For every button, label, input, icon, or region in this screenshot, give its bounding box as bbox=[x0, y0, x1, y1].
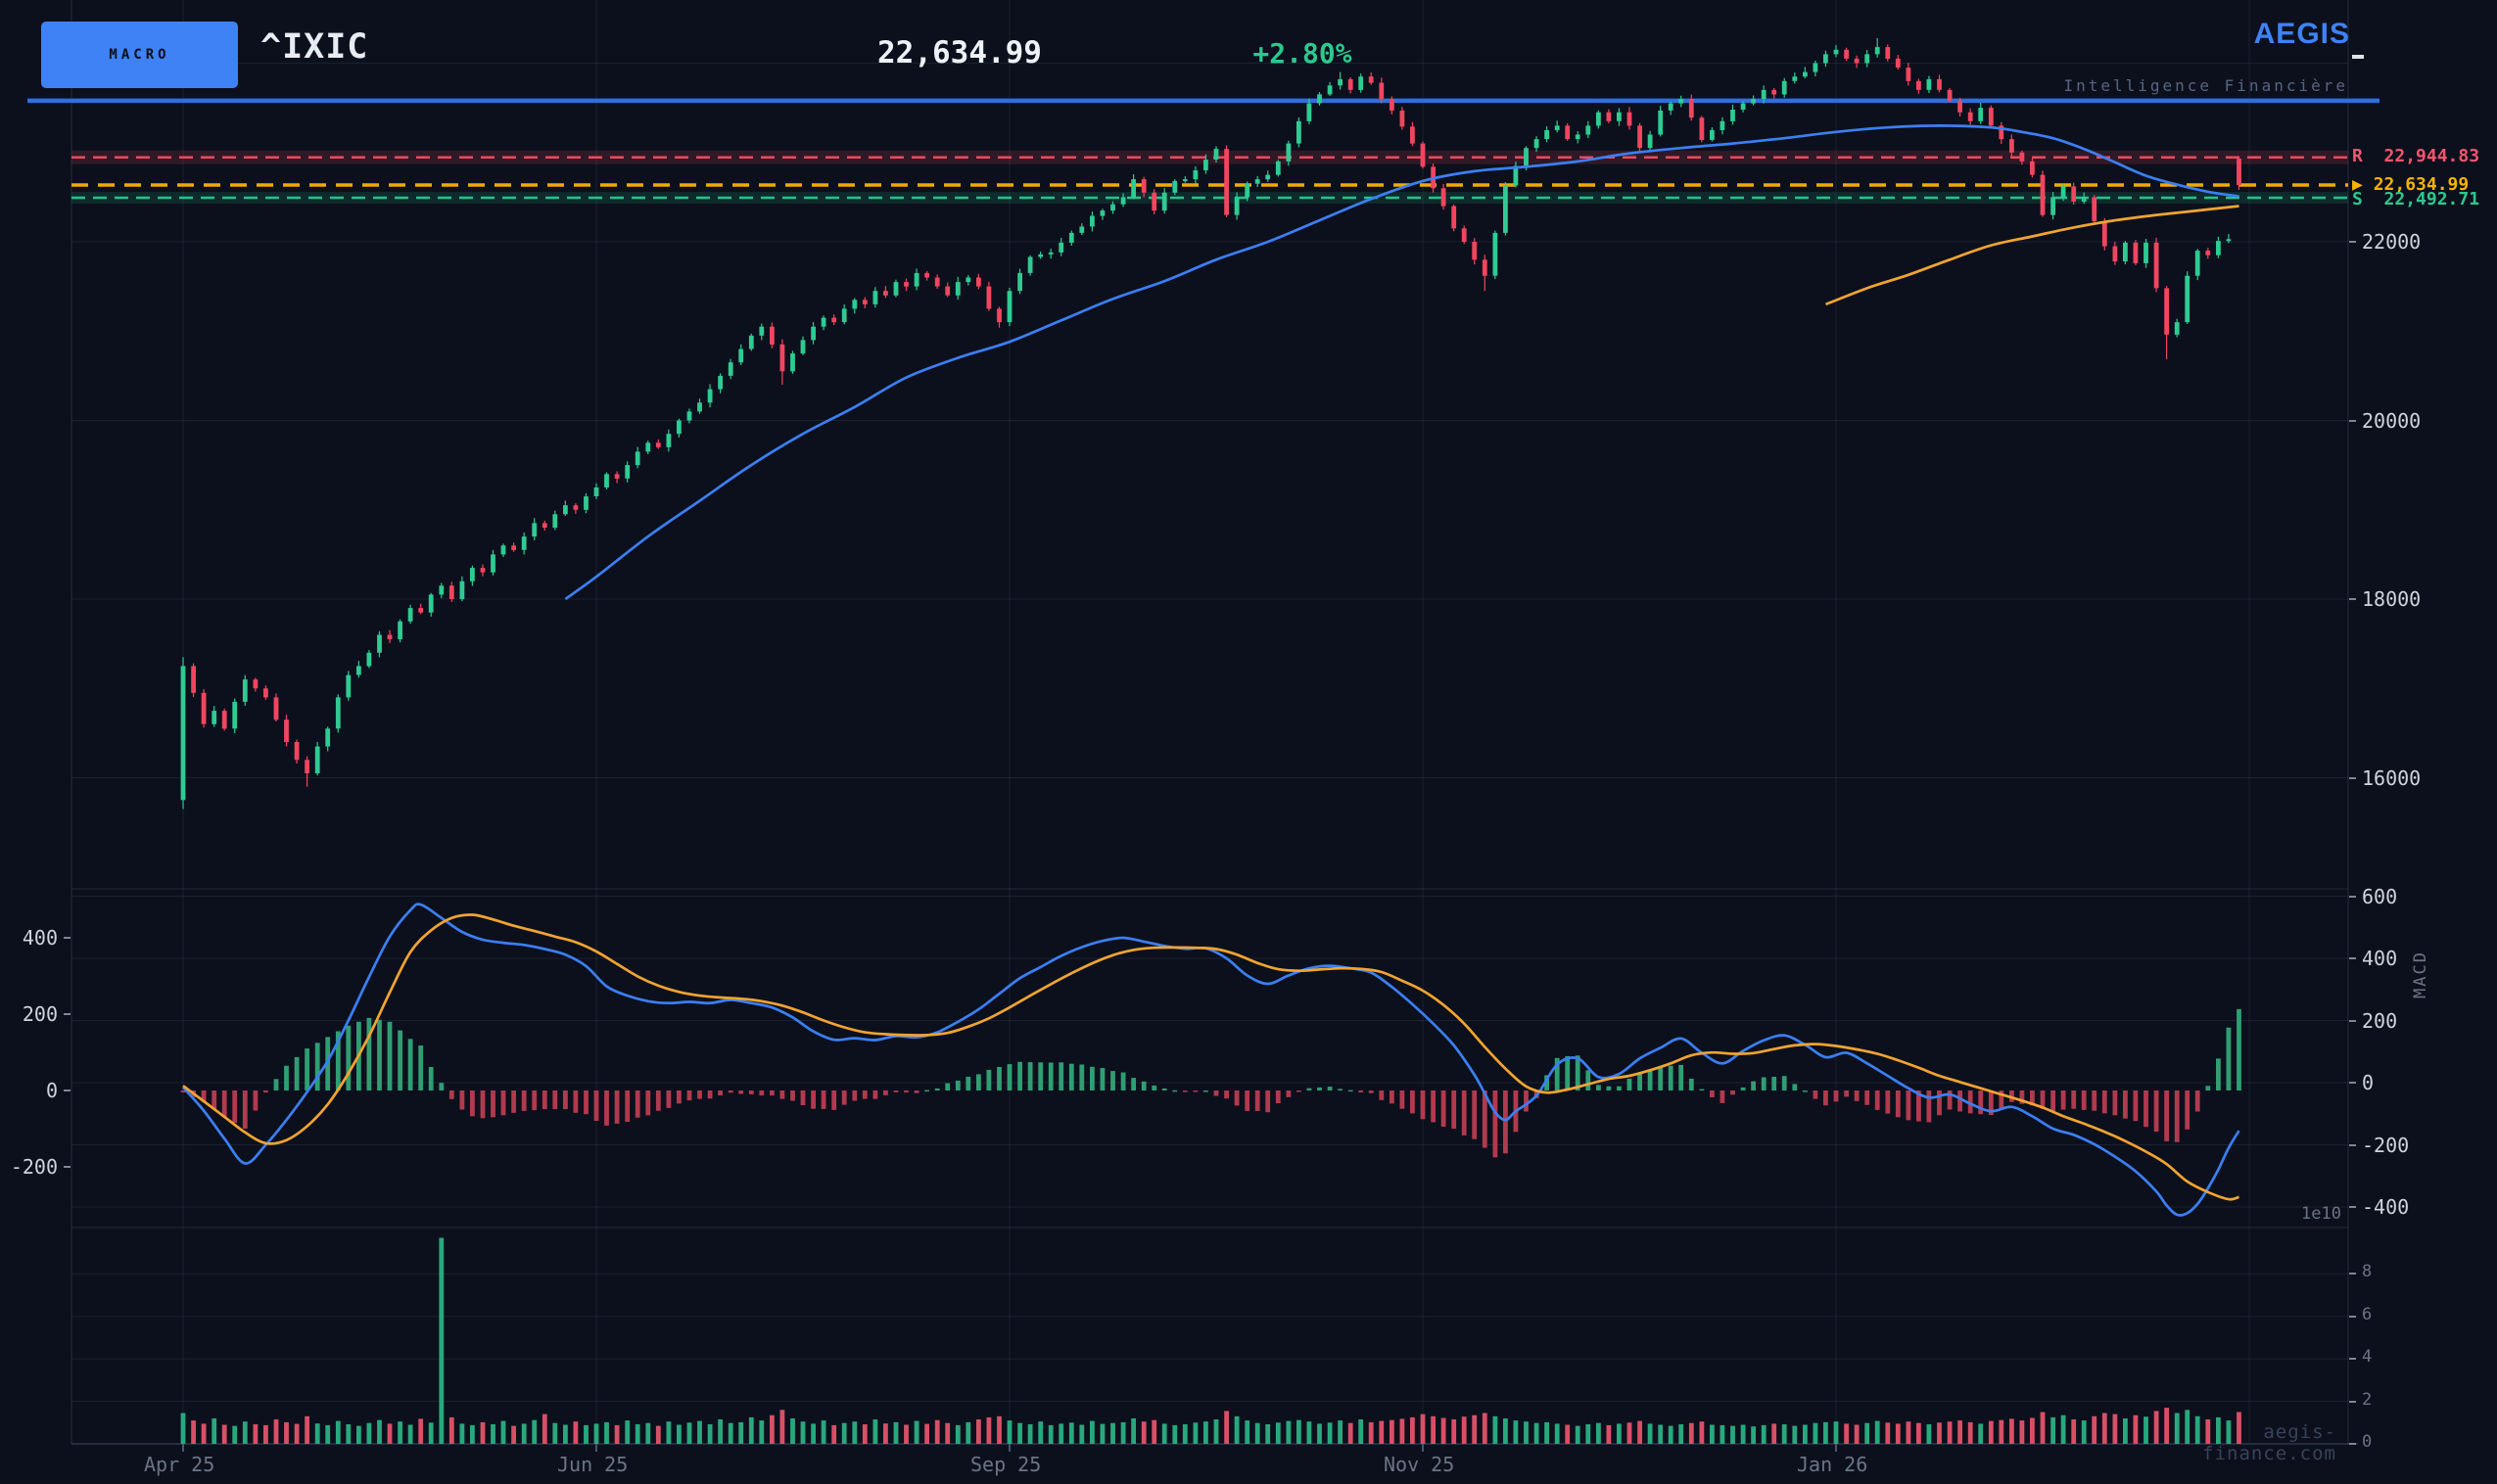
date-label-jun-25: Jun 25 bbox=[557, 1453, 629, 1476]
resistance-level-label: R 22,944.83 bbox=[2352, 146, 2479, 167]
macd-left-tickmark-0 bbox=[64, 1090, 71, 1091]
volume-tick-6-tickmark bbox=[2349, 1315, 2356, 1318]
macd-right-tick--200: -200 bbox=[2362, 1133, 2410, 1157]
support-prefix: S bbox=[2352, 189, 2363, 209]
macd-right-tick--400-tickmark bbox=[2349, 1206, 2356, 1208]
last-price: 22,634.99 bbox=[877, 35, 1042, 70]
volume-scale-offset: 1e10 bbox=[2301, 1204, 2341, 1224]
volume-tick-2-tickmark bbox=[2349, 1400, 2356, 1403]
date-label-nov-25: Nov 25 bbox=[1384, 1453, 1455, 1476]
volume-tick-4: 4 bbox=[2362, 1347, 2373, 1368]
date-label-jan-26: Jan 26 bbox=[1797, 1453, 1868, 1476]
macd-right-tick--400: -400 bbox=[2362, 1195, 2410, 1219]
current-value: 22,634.99 bbox=[2373, 174, 2470, 195]
volume-tick-8: 8 bbox=[2362, 1262, 2373, 1282]
brand-subtitle: Intelligence Financière bbox=[2063, 76, 2348, 95]
price-tick-16000-tickmark bbox=[2349, 776, 2356, 779]
macd-left-tickmark-200 bbox=[64, 1013, 71, 1015]
macd-right-tick-200-tickmark bbox=[2349, 1019, 2356, 1022]
ticker-symbol: ^IXIC bbox=[260, 27, 369, 67]
volume-tick-2: 2 bbox=[2362, 1389, 2373, 1410]
macd-left-tick-0: 0 bbox=[45, 1079, 58, 1102]
macd-right-tick-400-tickmark bbox=[2349, 957, 2356, 959]
volume-tick-0-tickmark bbox=[2349, 1443, 2356, 1445]
date-label-sep-25: Sep 25 bbox=[970, 1453, 1042, 1476]
price-tick-18000: 18000 bbox=[2362, 587, 2422, 611]
watermark: aegis-finance.com bbox=[2202, 1421, 2336, 1464]
price-tick-22000-tickmark bbox=[2349, 241, 2356, 243]
macd-right-tick-600: 600 bbox=[2362, 884, 2398, 908]
macd-right-tick-0: 0 bbox=[2362, 1071, 2375, 1094]
volume-tick-6: 6 bbox=[2362, 1304, 2373, 1324]
brand-logo: AEGIS bbox=[2253, 18, 2350, 50]
current-price-level-label: ▶ 22,634.99 bbox=[2352, 174, 2469, 196]
price-tick-22000: 22000 bbox=[2362, 230, 2422, 254]
macd-left-tick-200: 200 bbox=[22, 1002, 58, 1026]
date-label-apr-25: Apr 25 bbox=[144, 1453, 215, 1476]
resistance-prefix: R bbox=[2352, 146, 2363, 166]
support-value: 22,492.71 bbox=[2383, 189, 2480, 209]
macd-right-tick-0-tickmark bbox=[2349, 1082, 2356, 1084]
macd-left-tickmark-400 bbox=[64, 937, 71, 939]
macd-left-tick-400: 400 bbox=[22, 926, 58, 950]
macd-left-tickmark--200 bbox=[64, 1166, 71, 1168]
price-tick-20000-tickmark bbox=[2349, 419, 2356, 422]
volume-tick-4-tickmark bbox=[2349, 1358, 2356, 1361]
price-tick-18000-tickmark bbox=[2349, 598, 2356, 600]
price-tick-20000: 20000 bbox=[2362, 408, 2422, 433]
macd-right-tick--200-tickmark bbox=[2349, 1143, 2356, 1146]
volume-tick-0: 0 bbox=[2362, 1432, 2373, 1452]
cursor-icon bbox=[2352, 55, 2364, 59]
volume-tick-8-tickmark bbox=[2349, 1273, 2356, 1275]
macd-axis-title: MACD bbox=[2411, 951, 2430, 998]
resistance-value: 22,944.83 bbox=[2383, 146, 2480, 166]
macd-right-tick-200: 200 bbox=[2362, 1008, 2398, 1033]
macd-left-tick--200: -200 bbox=[10, 1155, 58, 1179]
support-level-label: S 22,492.71 bbox=[2352, 189, 2479, 210]
price-arrow-icon: ▶ bbox=[2352, 174, 2363, 195]
price-tick-16000: 16000 bbox=[2362, 765, 2422, 790]
percent-change: +2.80% bbox=[1252, 37, 1352, 70]
macro-button[interactable]: MACRO bbox=[41, 22, 238, 88]
macd-right-tick-600-tickmark bbox=[2349, 895, 2356, 898]
macd-right-tick-400: 400 bbox=[2362, 947, 2398, 970]
